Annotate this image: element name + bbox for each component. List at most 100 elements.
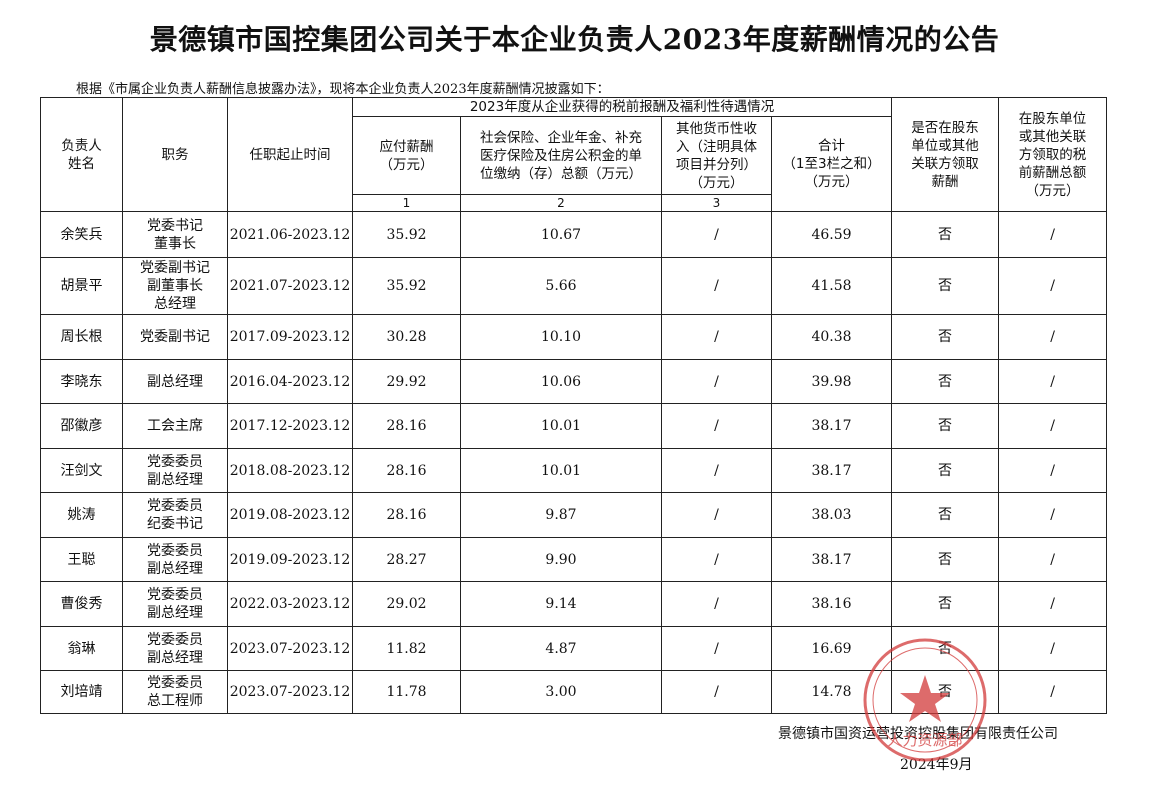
position-cell: 党委委员 副总经理 (122, 581, 228, 627)
shareholder-amount-cell: / (998, 403, 1108, 449)
shareholder-amount-cell: / (998, 211, 1108, 258)
text-line: 合计 (818, 138, 846, 154)
shareholder-amount-cell: / (998, 314, 1108, 360)
text-line: 薪酬 (931, 173, 959, 190)
insurance-cell: 10.06 (460, 359, 662, 404)
text-line: 董事长 (154, 235, 196, 252)
shareholder-cell: 否 (891, 626, 1000, 671)
header-row: 应付薪酬 （万元） 社会保险、企业年金、补充 医疗保险及住房公积金的单 位缴纳（存）总额… (41, 116, 1107, 212)
text-line: 工会主席 (147, 418, 203, 434)
table-header: 负责人 姓名 职务 任职起止时间 2023年度从企业获得的税前报酬及福利性待遇情况 是否在… (40, 97, 1108, 212)
insurance-cell: 10.01 (460, 448, 662, 493)
shareholder-cell: 否 (891, 314, 1000, 360)
text-line: 副董事长 (147, 278, 203, 294)
column-number: 1 (352, 194, 461, 212)
insurance-cell: 5.66 (460, 257, 662, 315)
name-cell: 余笑兵 (40, 211, 123, 258)
position-cell: 党委副书记 (122, 314, 228, 360)
total-cell: 40.38 (770, 314, 893, 360)
text-line: 关联方领取 (911, 155, 979, 172)
period-cell: 2023.07-2023.12 (227, 626, 353, 671)
other-cell: / (661, 581, 772, 627)
text-line: 副总经理 (147, 373, 203, 390)
text-line: 其他货币性收 (676, 120, 757, 137)
insurance-cell: 10.10 (460, 314, 662, 360)
salary-cell: 11.78 (352, 670, 461, 714)
other-cell: / (661, 211, 772, 258)
text-line: 位缴纳（存）总额（万元） (480, 165, 642, 182)
shareholder-cell: 否 (891, 448, 1000, 493)
salary-cell: 29.02 (352, 581, 461, 627)
total-cell: 14.78 (770, 670, 893, 714)
period-cell: 2022.03-2023.12 (227, 581, 353, 627)
text-line: 副总经理 (147, 605, 203, 621)
text-line: 项目并分列） (676, 156, 757, 173)
table-body: 余笑兵 党委书记 董事长 2021.06-2023.12 35.92 10.67/46.5… (40, 211, 1108, 714)
other-cell: / (661, 257, 772, 315)
header-group-cell: 2023年度从企业获得的税前报酬及福利性待遇情况 (351, 97, 893, 117)
salary-cell: 28.16 (352, 492, 461, 538)
text-line: 入（注明具体 (676, 138, 757, 155)
text-line: 或其他关联 (1018, 128, 1087, 145)
table-row: 姚涛 党委委员 纪委书记 2019.08-2023.12 28.16 9.87/38.03… (40, 492, 1108, 538)
shareholder-cell: 否 (891, 670, 1000, 714)
shareholder-amount-cell: / (998, 492, 1108, 538)
position-cell: 工会主席 (122, 403, 228, 449)
period-cell: 2017.09-2023.12 (227, 314, 353, 360)
shareholder-amount-cell: / (998, 581, 1108, 627)
table-row: 王聪 党委委员 副总经理 2019.09-2023.12 28.27 9.90/38.17… (40, 537, 1108, 582)
shareholder-amount-cell: / (998, 448, 1108, 493)
shareholder-amount-cell: / (998, 257, 1108, 315)
other-cell: / (661, 626, 772, 671)
table-row: 刘培靖 党委委员 总工程师 2023.07-2023.12 11.78 3.00/14.7… (40, 670, 1108, 714)
text-line: 应付薪酬 (379, 138, 434, 155)
header-cell: 是否在股东 单位或其他 关联方领取 薪酬 (891, 97, 1000, 212)
total-cell: 46.59 (770, 211, 893, 258)
name-cell: 汪剑文 (40, 448, 123, 493)
column-number: 2 (460, 194, 662, 212)
text-line: 党委委员 (147, 498, 203, 514)
intro: 根据《市属企业负责人薪酬信息披露办法》，现将本企业负责人2023年度薪酬情况披露… (76, 82, 610, 97)
footer-company: 景德镇市国资运营投资控股集团有限责任公司 (778, 726, 1058, 742)
shareholder-cell: 否 (891, 257, 1000, 315)
other-cell: / (661, 670, 772, 714)
text-line: 方领取的税 (1018, 146, 1087, 163)
table-row: 胡景平 党委副书记 副董事长 总经理 2021.07-2023.12 35.92 5.66/… (40, 257, 1108, 315)
shareholder-cell: 否 (891, 492, 1000, 538)
other-cell: / (661, 403, 772, 449)
other-cell: / (661, 537, 772, 582)
text-line: （1至3栏之和） (782, 156, 881, 172)
total-cell: 39.98 (770, 359, 893, 404)
table-row: 曹俊秀 党委委员 副总经理 2022.03-2023.12 29.02 9.14/38.1… (40, 581, 1108, 627)
text-line: 在股东单位 (1018, 110, 1087, 127)
period-cell: 2016.04-2023.12 (227, 359, 353, 404)
salary-cell: 28.27 (352, 537, 461, 582)
total-cell: 41.58 (770, 257, 893, 315)
header-cell: 其他货币性收 入（注明具体 项目并分列） （万元） (661, 116, 772, 195)
header-row: 负责人 姓名 职务 任职起止时间 2023年度从企业获得的税前报酬及福利性待遇情况 是否在… (40, 97, 1108, 212)
position-cell: 党委副书记 副董事长 总经理 (122, 257, 228, 315)
shareholder-amount-cell: / (998, 537, 1108, 582)
title: 景德镇市国控集团公司关于本企业负责人2023年度薪酬情况的公告 (149, 23, 1000, 56)
shareholder-amount-cell: / (998, 359, 1108, 404)
period-cell: 2023.07-2023.12 (227, 670, 353, 714)
text-line: 总工程师 (147, 693, 203, 709)
total-cell: 38.17 (770, 403, 893, 449)
total-cell: 16.69 (770, 626, 893, 671)
period-cell: 2021.06-2023.12 (227, 211, 353, 258)
period-cell: 2021.07-2023.12 (227, 257, 353, 315)
text-line: （万元） (689, 174, 744, 191)
name-cell: 王聪 (40, 537, 123, 582)
table-row: 周长根 党委副书记 2017.09-2023.12 30.28 10.10/40.38 否… (40, 314, 1108, 360)
text-line: 党委书记 (147, 217, 203, 234)
period-cell: 2018.08-2023.12 (227, 448, 353, 493)
salary-cell: 35.92 (352, 211, 461, 258)
total-cell: 38.17 (770, 537, 893, 582)
period-cell: 2019.09-2023.12 (227, 537, 353, 582)
header-cell: 职务 (122, 97, 228, 212)
salary-cell: 30.28 (352, 314, 461, 360)
total-cell: 38.16 (770, 581, 893, 627)
text-line: 党委委员 (147, 631, 203, 648)
header-cell: 在股东单位 或其他关联 方领取的税 前薪酬总额 （万元） (998, 97, 1108, 212)
insurance-cell: 4.87 (460, 626, 662, 671)
